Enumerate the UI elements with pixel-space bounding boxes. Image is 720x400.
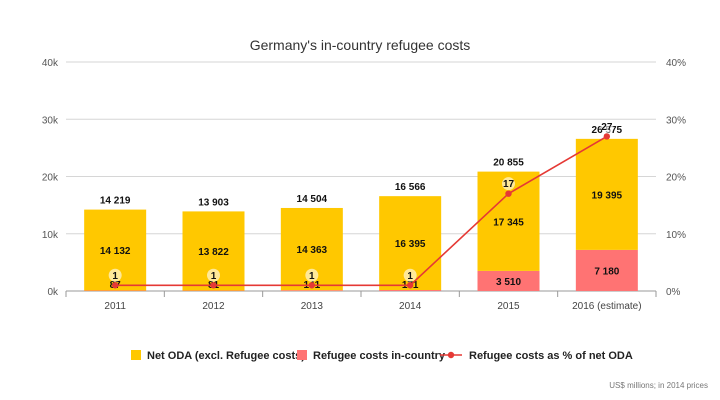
legend-swatch-net-oda [131, 350, 141, 360]
percent-label-bg [502, 177, 515, 191]
y-tick-label: 10k [42, 230, 59, 241]
legend-marker-percent [447, 351, 455, 359]
x-tick-label: 2013 [301, 301, 324, 312]
percent-label-bg [403, 268, 417, 282]
bar-refugee-costs [477, 270, 540, 291]
y-tick-label: 30k [42, 115, 59, 126]
gridlines [66, 61, 656, 292]
percent-value-label: 1 [112, 271, 118, 282]
percent-value-label: 1 [211, 271, 217, 282]
percent-point [210, 282, 217, 289]
percent-value-label: 1 [309, 271, 315, 282]
y2-tick-label: 0% [666, 287, 681, 298]
percent-point [603, 133, 611, 140]
percent-label-bg [207, 268, 220, 282]
percent-point [111, 282, 119, 289]
y2-tick-label: 10% [666, 230, 686, 241]
x-axis: 2011 2012 2013 2014 2015 2016 (estimate) [65, 291, 657, 312]
percent-value-label: 27 [601, 122, 613, 133]
x-tick-label: 2012 [202, 301, 225, 312]
x-tick-label: 2014 [399, 301, 422, 312]
total-value-label: 14 219 [100, 196, 131, 207]
percent-label-bg [600, 119, 614, 133]
net-oda-value-label: 17 345 [493, 217, 524, 228]
total-value-label: 16 566 [395, 182, 426, 193]
percent-line: 1 1 1 1 17 27 [108, 119, 614, 289]
units-note: US$ millions; in 2014 prices [609, 381, 708, 390]
y-tick-label: 40k [42, 58, 59, 69]
net-oda-value-label: 13 822 [198, 247, 229, 258]
chart-title: Germany's in-country refugee costs [250, 37, 471, 53]
total-value-label: 20 855 [493, 158, 524, 169]
y-axis-right: 0% 10% 20% 30% 40% [666, 58, 686, 298]
net-oda-value-label: 14 132 [100, 246, 131, 257]
percent-value-label: 17 [503, 179, 515, 190]
bar-refugee-costs [280, 290, 343, 291]
refugee-cost-value-label: 3 510 [496, 277, 521, 288]
y2-tick-label: 40% [666, 58, 686, 69]
percent-point [505, 190, 512, 197]
percent-label-bg [108, 268, 122, 282]
percent-label-bg [305, 268, 319, 282]
bar-net-oda [575, 138, 638, 250]
legend-swatch-refugee-costs [297, 350, 307, 360]
y2-tick-label: 30% [666, 115, 686, 126]
x-tick-label: 2015 [497, 301, 520, 312]
bar-refugee-costs [379, 290, 442, 291]
y-tick-label: 20k [42, 173, 59, 184]
percent-point [406, 282, 414, 289]
y2-tick-label: 20% [666, 173, 686, 184]
legend-label-net-oda: Net ODA (excl. Refugee costs) [147, 350, 305, 362]
y-tick-label: 0k [47, 287, 59, 298]
net-oda-value-label: 14 363 [297, 245, 328, 256]
y-axis-left: 0k 10k 20k 30k 40k [42, 58, 59, 298]
percent-point [308, 282, 316, 289]
total-value-label: 13 903 [198, 197, 229, 208]
bar-refugee-costs [575, 249, 638, 291]
net-oda-value-label: 16 395 [395, 239, 426, 250]
legend-label-refugee-costs: Refugee costs in-country [313, 350, 446, 362]
refugee-cost-value-label: 7 180 [594, 266, 619, 277]
legend-label-percent: Refugee costs as % of net ODA [469, 350, 633, 362]
legend: Net ODA (excl. Refugee costs) Refugee cos… [131, 350, 633, 362]
percent-line-path [115, 135, 608, 287]
total-value-label: 14 504 [297, 194, 328, 205]
x-tick-label: 2016 (estimate) [572, 301, 641, 312]
x-tick-label: 2011 [104, 301, 126, 312]
net-oda-value-label: 19 395 [592, 190, 623, 201]
percent-value-label: 1 [407, 271, 413, 282]
